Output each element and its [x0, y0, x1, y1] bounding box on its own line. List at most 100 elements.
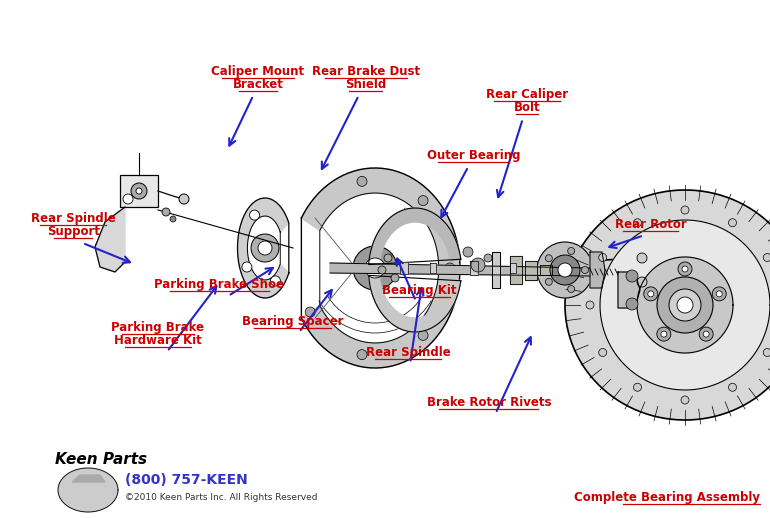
Circle shape	[384, 254, 392, 262]
Text: Outer Bearing: Outer Bearing	[427, 149, 521, 162]
Circle shape	[537, 242, 593, 298]
Circle shape	[357, 350, 367, 359]
Circle shape	[179, 194, 189, 204]
Circle shape	[391, 274, 399, 282]
Circle shape	[678, 262, 692, 276]
Circle shape	[558, 263, 572, 277]
Circle shape	[637, 253, 647, 263]
Circle shape	[682, 266, 688, 272]
Polygon shape	[470, 261, 478, 275]
Circle shape	[545, 255, 552, 262]
Text: Bearing Kit: Bearing Kit	[383, 284, 457, 297]
Circle shape	[463, 247, 473, 257]
Text: ©2010 Keen Parts Inc. All Rights Reserved: ©2010 Keen Parts Inc. All Rights Reserve…	[125, 493, 317, 501]
Circle shape	[353, 246, 397, 290]
Text: Parking Brake: Parking Brake	[112, 321, 204, 334]
Polygon shape	[510, 256, 522, 284]
Circle shape	[567, 248, 574, 254]
Polygon shape	[95, 207, 125, 272]
Polygon shape	[72, 475, 105, 482]
Text: Rear Spindle: Rear Spindle	[366, 346, 450, 359]
Text: Bracket: Bracket	[233, 78, 283, 91]
Circle shape	[657, 277, 713, 333]
Polygon shape	[565, 190, 770, 420]
Circle shape	[550, 255, 580, 285]
Circle shape	[270, 276, 280, 286]
Text: Rear Spindle: Rear Spindle	[31, 212, 115, 225]
Polygon shape	[301, 168, 460, 368]
Text: Bolt: Bolt	[514, 101, 541, 114]
Polygon shape	[618, 272, 640, 308]
Circle shape	[661, 331, 667, 337]
Circle shape	[378, 266, 386, 274]
Circle shape	[418, 330, 428, 340]
Circle shape	[677, 297, 693, 313]
Text: Caliper Mount: Caliper Mount	[212, 65, 304, 78]
Circle shape	[545, 278, 552, 285]
Circle shape	[703, 331, 709, 337]
Circle shape	[648, 291, 654, 297]
Circle shape	[357, 176, 367, 186]
Text: (800) 757-KEEN: (800) 757-KEEN	[125, 473, 248, 487]
Circle shape	[669, 289, 701, 321]
Polygon shape	[637, 257, 733, 353]
FancyBboxPatch shape	[120, 175, 158, 207]
Circle shape	[699, 327, 713, 341]
Text: Rear Brake Dust: Rear Brake Dust	[312, 65, 420, 78]
Circle shape	[681, 396, 689, 404]
Circle shape	[763, 349, 770, 356]
Circle shape	[763, 253, 770, 262]
Circle shape	[136, 188, 142, 194]
Text: Hardware Kit: Hardware Kit	[114, 334, 202, 347]
Text: Parking Brake Shoe: Parking Brake Shoe	[155, 279, 284, 292]
Circle shape	[728, 383, 736, 391]
Circle shape	[484, 254, 492, 262]
Circle shape	[249, 210, 259, 220]
Circle shape	[581, 266, 588, 274]
Polygon shape	[58, 468, 118, 512]
Text: Support: Support	[47, 225, 99, 238]
Polygon shape	[525, 261, 537, 280]
Circle shape	[634, 383, 641, 391]
Circle shape	[418, 196, 428, 206]
Circle shape	[242, 262, 252, 272]
Text: Complete Bearing Assembly: Complete Bearing Assembly	[574, 491, 760, 503]
Circle shape	[644, 287, 658, 301]
Circle shape	[445, 263, 455, 273]
Circle shape	[634, 219, 641, 227]
Circle shape	[305, 307, 315, 317]
Circle shape	[716, 291, 722, 297]
Circle shape	[365, 258, 385, 278]
Polygon shape	[400, 262, 408, 274]
Circle shape	[599, 349, 607, 356]
Circle shape	[599, 253, 607, 262]
Polygon shape	[540, 265, 552, 275]
Polygon shape	[590, 252, 605, 288]
Circle shape	[162, 208, 170, 216]
Circle shape	[712, 287, 726, 301]
Text: Rear Caliper: Rear Caliper	[487, 88, 568, 101]
Circle shape	[123, 194, 133, 204]
Polygon shape	[430, 263, 436, 273]
Polygon shape	[369, 274, 460, 332]
Circle shape	[586, 301, 594, 309]
Circle shape	[681, 206, 689, 214]
Circle shape	[637, 277, 647, 287]
Circle shape	[626, 270, 638, 282]
Text: Brake Rotor Rivets: Brake Rotor Rivets	[427, 396, 551, 409]
Polygon shape	[237, 198, 289, 298]
Polygon shape	[510, 263, 516, 273]
Circle shape	[657, 327, 671, 341]
Polygon shape	[492, 252, 500, 288]
Circle shape	[728, 219, 736, 227]
Polygon shape	[330, 263, 590, 276]
Circle shape	[258, 241, 272, 255]
Text: Bearing Spacer: Bearing Spacer	[242, 315, 343, 328]
Circle shape	[626, 298, 638, 310]
Circle shape	[471, 258, 485, 272]
Text: Shield: Shield	[345, 78, 387, 91]
Text: Keen Parts: Keen Parts	[55, 453, 147, 468]
Circle shape	[170, 216, 176, 222]
Circle shape	[131, 183, 147, 199]
Text: Rear Rotor: Rear Rotor	[614, 218, 687, 231]
